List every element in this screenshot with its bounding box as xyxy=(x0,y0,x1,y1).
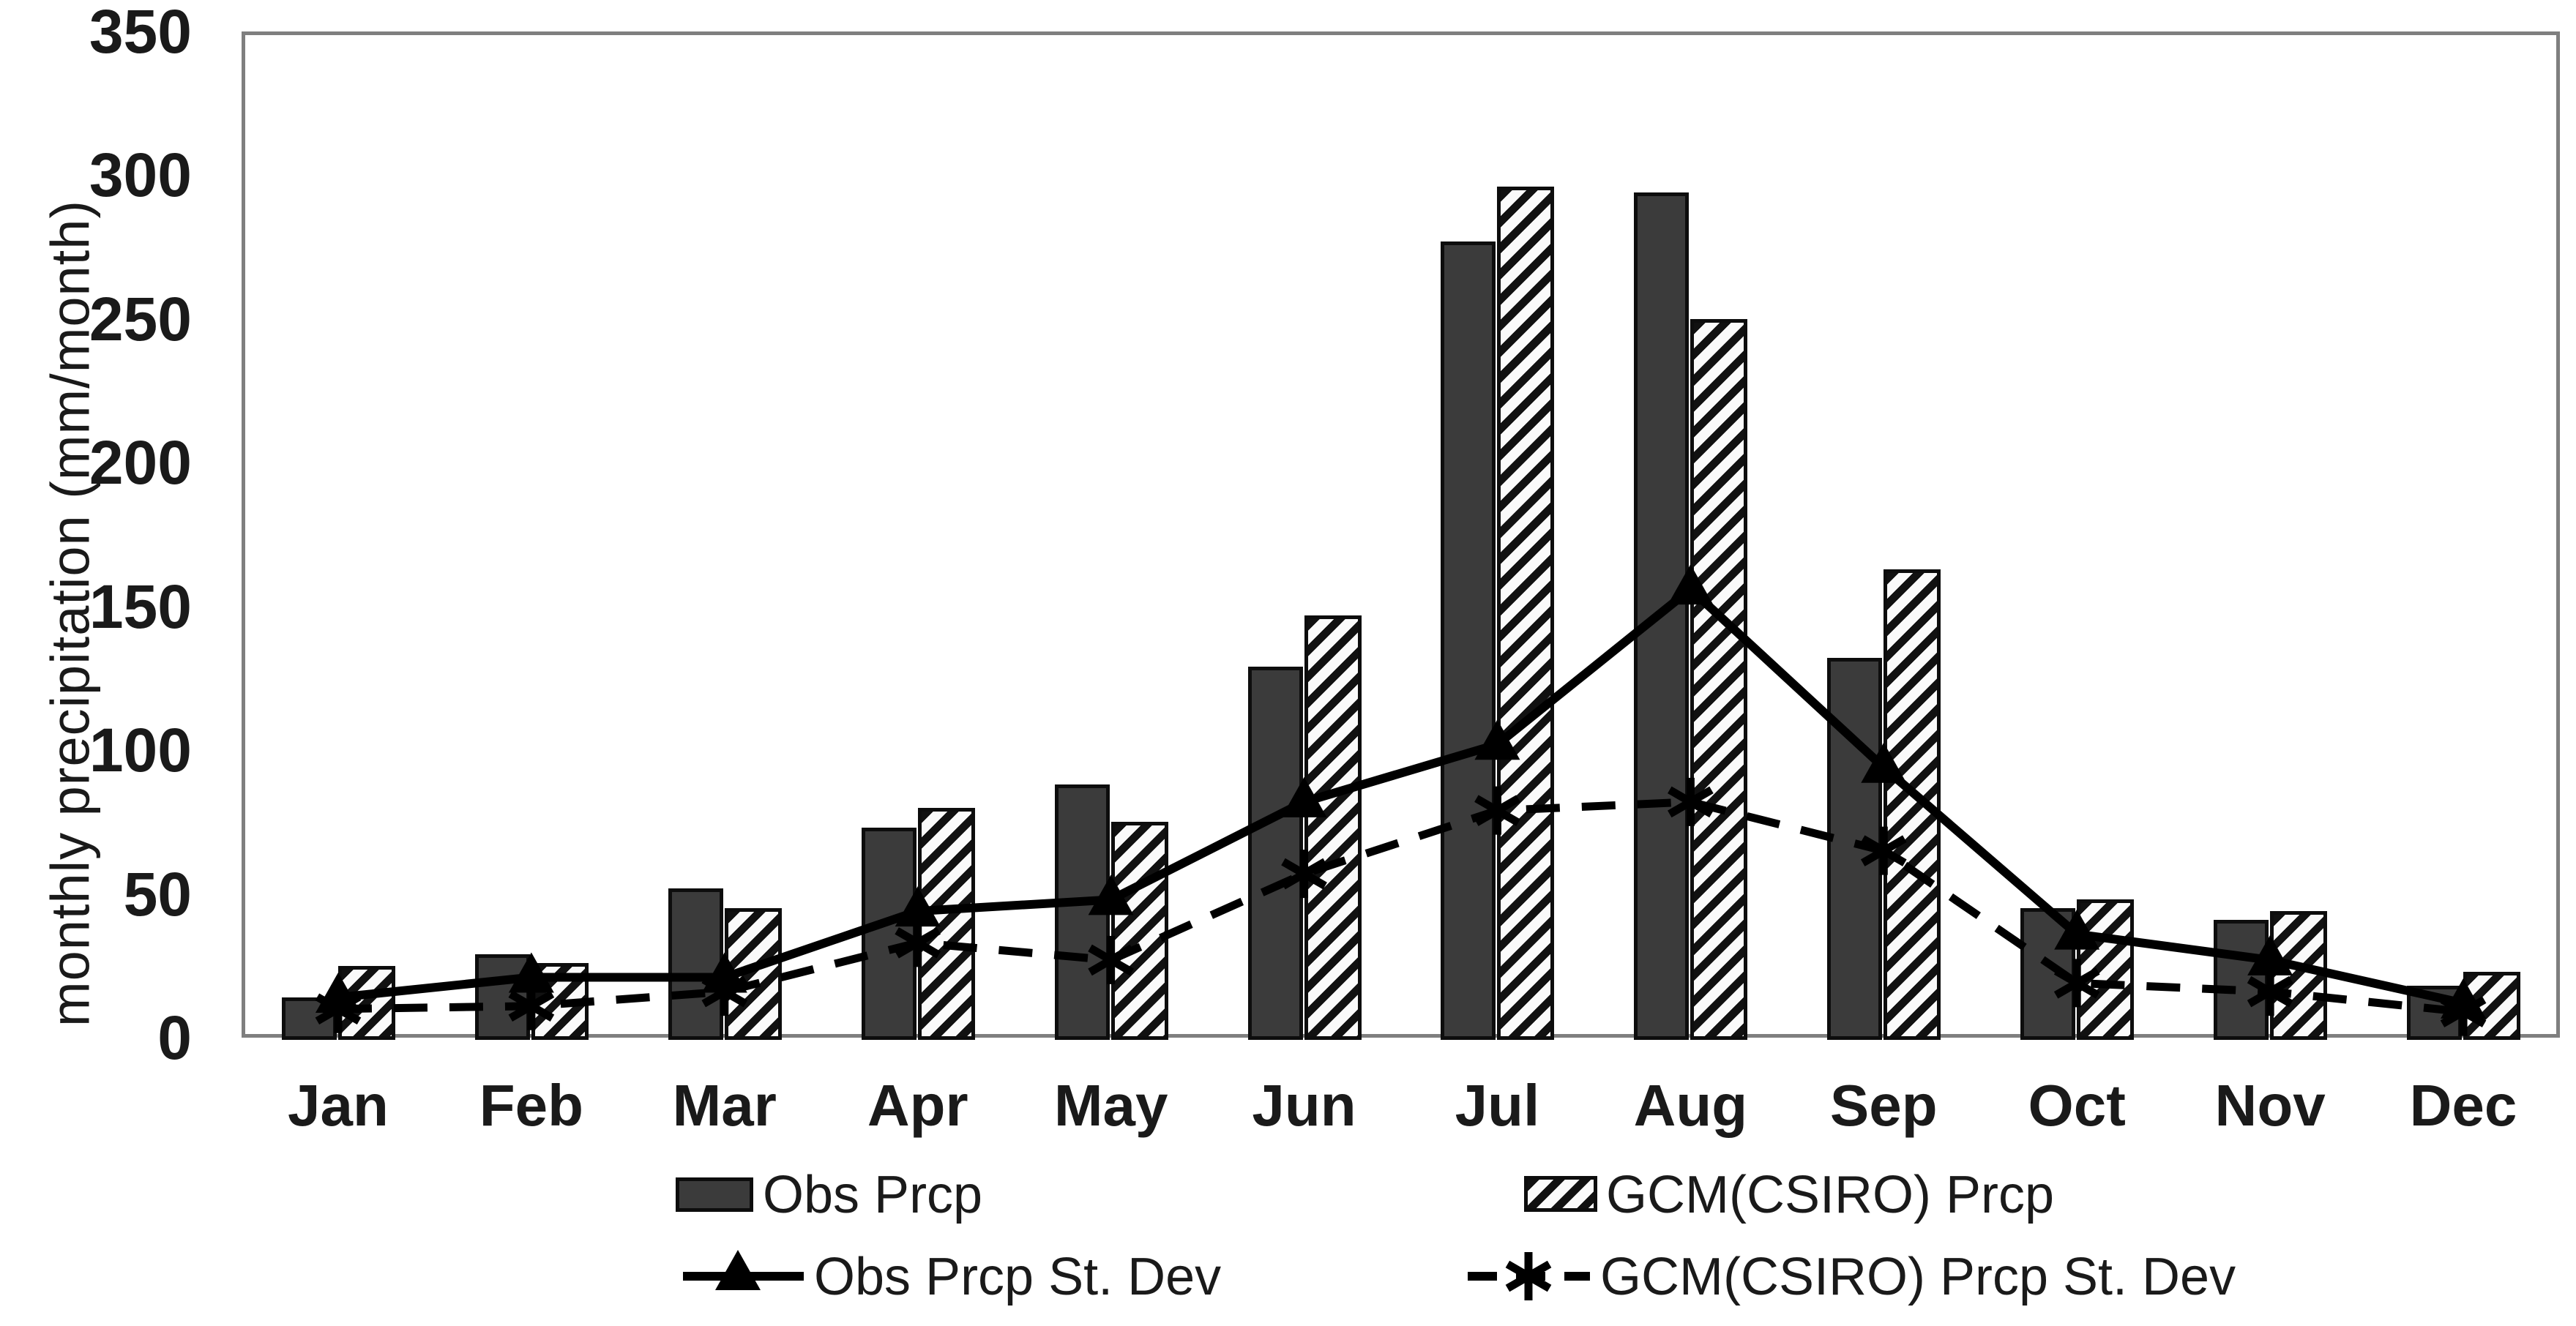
y-tick-200: 200 xyxy=(89,428,192,498)
y-tick-100: 100 xyxy=(89,716,192,785)
bar-gcm-dec xyxy=(2463,971,2521,1040)
y-tick-300: 300 xyxy=(89,141,192,210)
bar-gcm-aug xyxy=(1690,318,1748,1040)
bar-gcm-jul xyxy=(1497,187,1555,1040)
x-label-apr: Apr xyxy=(867,1073,968,1138)
legend-swatch-gcm-prcp xyxy=(1524,1176,1597,1212)
bar-gcm-may xyxy=(1110,822,1168,1040)
bar-obs-mar xyxy=(668,888,723,1040)
x-label-jan: Jan xyxy=(288,1073,389,1138)
x-label-mar: Mar xyxy=(672,1073,777,1138)
legend-label-gcm-prcp: GCM(CSIRO) Prcp xyxy=(1606,1166,2054,1224)
y-tick-50: 50 xyxy=(123,859,192,929)
bar-gcm-oct xyxy=(2077,899,2135,1040)
y-tick-250: 250 xyxy=(89,284,192,353)
bar-gcm-jun xyxy=(1304,615,1362,1040)
bar-obs-jun xyxy=(1247,667,1303,1040)
legend-label-gcm-prcp-stdev: GCM(CSIRO) Prcp St. Dev xyxy=(1600,1248,2236,1306)
bar-obs-apr xyxy=(861,828,916,1040)
bar-gcm-mar xyxy=(724,908,782,1040)
bar-obs-jul xyxy=(1441,241,1496,1040)
legend-label-obs-prcp-stdev: Obs Prcp St. Dev xyxy=(814,1248,1222,1306)
bar-obs-dec xyxy=(2407,986,2463,1040)
x-label-nov: Nov xyxy=(2214,1073,2326,1138)
legend-swatch-obs-prcp xyxy=(676,1177,753,1212)
bar-obs-feb xyxy=(474,954,530,1040)
bar-obs-jan xyxy=(281,997,337,1040)
bar-gcm-jan xyxy=(337,965,395,1040)
bar-gcm-nov xyxy=(2270,911,2328,1040)
x-label-feb: Feb xyxy=(479,1073,583,1138)
legend-label-obs-prcp: Obs Prcp xyxy=(763,1166,983,1224)
x-label-jun: Jun xyxy=(1252,1073,1356,1138)
x-label-oct: Oct xyxy=(2028,1073,2126,1138)
bar-gcm-apr xyxy=(917,807,975,1040)
bar-gcm-sep xyxy=(1884,569,1941,1040)
x-label-may: May xyxy=(1053,1073,1168,1138)
y-tick-350: 350 xyxy=(89,0,192,66)
y-tick-0: 0 xyxy=(157,1003,192,1072)
x-label-aug: Aug xyxy=(1633,1073,1748,1138)
bar-obs-oct xyxy=(2020,908,2076,1040)
x-label-dec: Dec xyxy=(2409,1073,2517,1138)
bar-gcm-feb xyxy=(531,962,589,1040)
x-label-jul: Jul xyxy=(1455,1073,1540,1138)
bar-obs-may xyxy=(1054,784,1110,1040)
bar-obs-nov xyxy=(2214,919,2269,1040)
y-tick-150: 150 xyxy=(89,572,192,641)
x-label-sep: Sep xyxy=(1829,1073,1938,1138)
bar-obs-aug xyxy=(1634,192,1690,1040)
bar-obs-sep xyxy=(1827,658,1883,1040)
